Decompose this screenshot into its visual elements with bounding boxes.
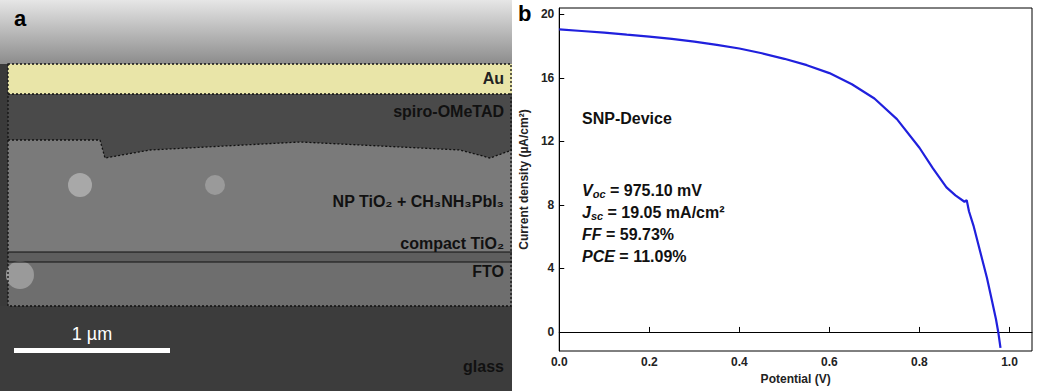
svg-text:a: a bbox=[14, 6, 27, 31]
svg-text:4: 4 bbox=[548, 261, 555, 275]
svg-text:= 11.09%: = 11.09% bbox=[615, 248, 687, 265]
svg-text:8: 8 bbox=[548, 198, 555, 212]
svg-text:0.0: 0.0 bbox=[551, 355, 568, 369]
svg-text:SNP-Device: SNP-Device bbox=[582, 110, 672, 127]
svg-text:12: 12 bbox=[541, 134, 555, 148]
svg-text:J: J bbox=[582, 203, 591, 221]
svg-text:0.8: 0.8 bbox=[911, 355, 928, 369]
svg-text:Potential (V): Potential (V) bbox=[761, 372, 831, 386]
svg-text:1 µm: 1 µm bbox=[72, 324, 112, 344]
svg-text:FTO: FTO bbox=[472, 263, 504, 280]
svg-text:spiro-OMeTAD: spiro-OMeTAD bbox=[393, 103, 504, 120]
svg-text:1.0: 1.0 bbox=[1001, 355, 1018, 369]
svg-text:oc: oc bbox=[593, 188, 606, 200]
svg-text:0.6: 0.6 bbox=[821, 355, 838, 369]
svg-text:0.4: 0.4 bbox=[731, 355, 748, 369]
svg-text:0: 0 bbox=[548, 325, 555, 339]
svg-text:PCE: PCE bbox=[582, 248, 616, 265]
svg-text:= 59.73%: = 59.73% bbox=[602, 226, 675, 243]
svg-text:Current density (µA/cm²): Current density (µA/cm²) bbox=[517, 109, 531, 249]
svg-text:compact TiO₂: compact TiO₂ bbox=[400, 235, 504, 252]
svg-text:= 975.10 mV: = 975.10 mV bbox=[606, 182, 703, 199]
svg-text:glass: glass bbox=[463, 358, 504, 375]
svg-text:sc: sc bbox=[591, 210, 603, 222]
svg-text:V: V bbox=[582, 181, 593, 199]
svg-text:b: b bbox=[518, 1, 531, 26]
svg-text:0.2: 0.2 bbox=[641, 355, 658, 369]
svg-text:20: 20 bbox=[541, 7, 555, 21]
svg-text:FF: FF bbox=[582, 226, 603, 243]
svg-text:NP TiO₂ + CH₃NH₃PbI₃: NP TiO₂ + CH₃NH₃PbI₃ bbox=[333, 193, 504, 210]
svg-text:Au: Au bbox=[483, 70, 504, 87]
svg-text:16: 16 bbox=[541, 71, 555, 85]
svg-text:= 19.05 mA/cm²: = 19.05 mA/cm² bbox=[603, 204, 724, 221]
